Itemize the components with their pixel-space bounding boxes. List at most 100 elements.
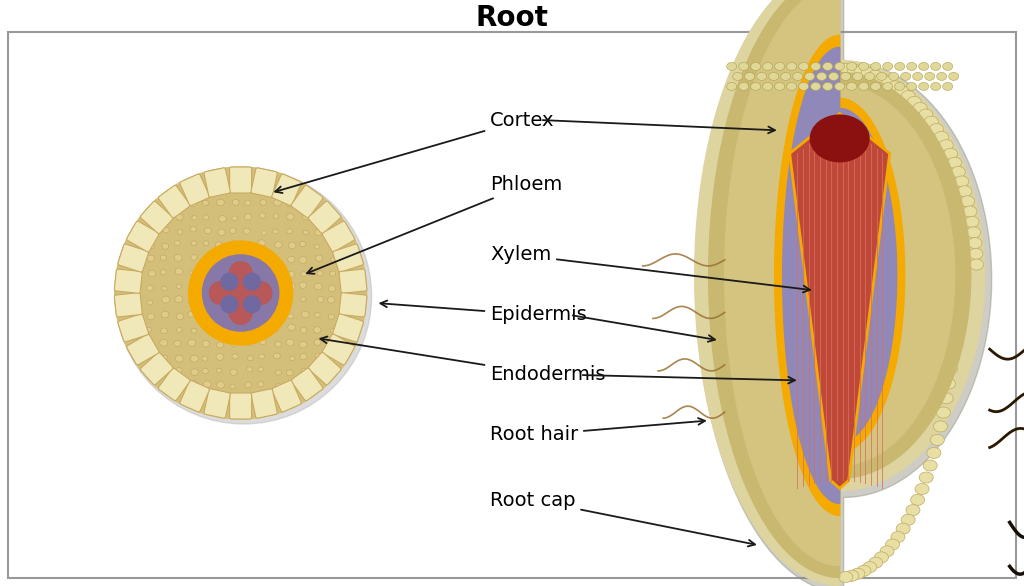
FancyBboxPatch shape (204, 389, 230, 418)
Ellipse shape (727, 83, 736, 90)
Ellipse shape (191, 241, 197, 246)
Circle shape (188, 241, 293, 345)
Ellipse shape (302, 311, 309, 318)
Ellipse shape (941, 378, 955, 389)
Ellipse shape (245, 214, 252, 220)
Ellipse shape (176, 284, 181, 289)
Circle shape (244, 296, 260, 313)
Ellipse shape (835, 83, 845, 90)
Ellipse shape (147, 314, 155, 320)
Ellipse shape (146, 285, 154, 291)
Ellipse shape (244, 228, 250, 234)
Ellipse shape (203, 215, 209, 220)
Ellipse shape (216, 368, 222, 373)
Ellipse shape (948, 301, 963, 312)
Ellipse shape (757, 73, 767, 80)
Ellipse shape (910, 495, 925, 505)
Ellipse shape (775, 83, 784, 90)
Ellipse shape (314, 283, 322, 290)
Ellipse shape (202, 356, 208, 361)
Ellipse shape (246, 339, 253, 346)
Ellipse shape (895, 86, 909, 97)
Ellipse shape (805, 73, 815, 80)
Ellipse shape (259, 354, 264, 359)
Ellipse shape (176, 380, 183, 387)
Ellipse shape (943, 63, 952, 70)
Ellipse shape (331, 257, 336, 262)
FancyBboxPatch shape (118, 244, 148, 272)
Ellipse shape (924, 460, 937, 471)
Ellipse shape (967, 227, 981, 238)
Ellipse shape (328, 226, 336, 233)
FancyBboxPatch shape (159, 185, 190, 218)
Ellipse shape (951, 166, 966, 178)
Ellipse shape (177, 199, 183, 205)
Ellipse shape (906, 63, 916, 70)
Circle shape (116, 168, 372, 424)
Ellipse shape (146, 338, 153, 344)
Ellipse shape (215, 242, 222, 248)
Ellipse shape (344, 270, 352, 276)
Circle shape (249, 281, 272, 305)
Ellipse shape (961, 196, 975, 207)
Ellipse shape (289, 185, 296, 191)
Circle shape (203, 255, 279, 331)
Ellipse shape (859, 63, 868, 70)
Ellipse shape (847, 63, 857, 70)
Ellipse shape (854, 66, 868, 76)
Ellipse shape (146, 353, 153, 359)
Ellipse shape (191, 216, 198, 220)
Ellipse shape (949, 286, 963, 297)
Ellipse shape (315, 353, 322, 359)
Ellipse shape (231, 241, 238, 246)
Ellipse shape (969, 248, 983, 259)
Ellipse shape (751, 83, 761, 90)
FancyBboxPatch shape (180, 174, 210, 206)
Circle shape (229, 262, 252, 285)
FancyBboxPatch shape (127, 334, 159, 365)
FancyBboxPatch shape (291, 185, 323, 218)
Ellipse shape (202, 340, 210, 347)
Ellipse shape (880, 546, 894, 557)
Ellipse shape (273, 258, 280, 264)
Ellipse shape (261, 230, 266, 235)
Ellipse shape (287, 213, 294, 220)
Ellipse shape (258, 394, 264, 400)
Ellipse shape (811, 63, 820, 70)
Ellipse shape (190, 255, 197, 260)
Ellipse shape (290, 356, 295, 361)
FancyBboxPatch shape (118, 314, 148, 342)
Ellipse shape (786, 63, 797, 70)
Ellipse shape (939, 139, 953, 151)
Ellipse shape (176, 328, 182, 332)
Ellipse shape (886, 539, 899, 550)
Ellipse shape (161, 270, 166, 275)
Ellipse shape (303, 230, 308, 235)
Ellipse shape (919, 109, 933, 120)
Ellipse shape (840, 63, 854, 74)
Ellipse shape (299, 341, 307, 348)
Ellipse shape (273, 199, 282, 206)
Ellipse shape (965, 216, 979, 227)
Ellipse shape (301, 368, 307, 373)
Polygon shape (709, 0, 971, 577)
Ellipse shape (889, 73, 899, 80)
Ellipse shape (204, 241, 209, 246)
Ellipse shape (901, 515, 915, 525)
Ellipse shape (205, 228, 211, 234)
Text: Xylem: Xylem (490, 246, 810, 292)
Ellipse shape (313, 326, 322, 333)
Ellipse shape (763, 63, 773, 70)
Ellipse shape (845, 570, 859, 581)
Ellipse shape (261, 185, 267, 190)
Ellipse shape (133, 340, 139, 345)
Ellipse shape (970, 259, 983, 270)
Circle shape (218, 270, 263, 316)
Ellipse shape (936, 407, 950, 418)
Ellipse shape (863, 561, 877, 573)
Ellipse shape (287, 283, 295, 290)
Ellipse shape (232, 354, 239, 359)
Ellipse shape (738, 63, 749, 70)
Ellipse shape (864, 73, 874, 80)
Text: Root: Root (475, 4, 549, 32)
